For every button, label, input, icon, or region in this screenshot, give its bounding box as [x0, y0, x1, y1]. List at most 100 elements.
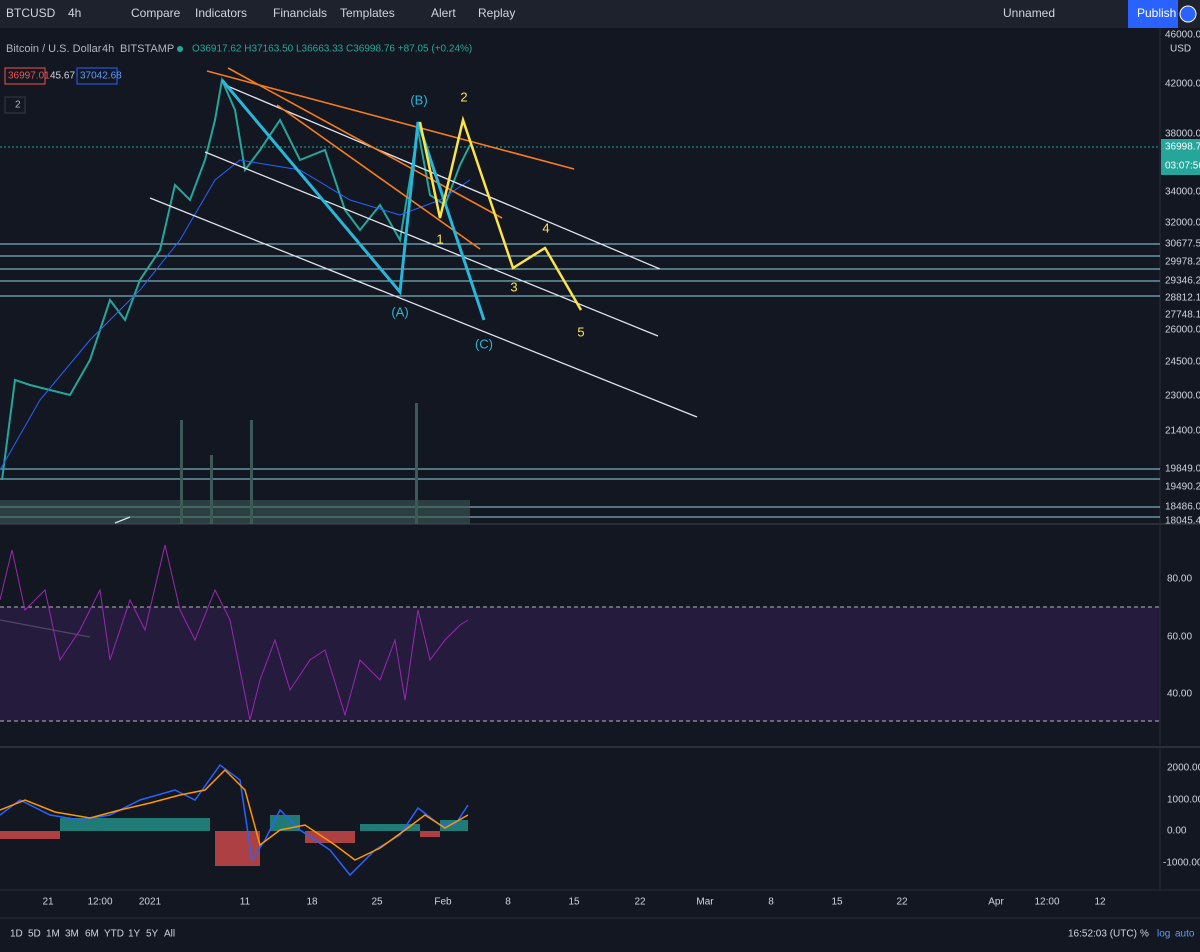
- price-label: 18045.40: [1165, 516, 1200, 527]
- clock: 16:52:03 (UTC): [1068, 929, 1137, 940]
- replay[interactable]: Replay: [478, 6, 515, 20]
- time-labels: 21 12:00 2021 11 18 25 Feb 8 15 22 Mar 8…: [42, 897, 1106, 908]
- moving-average: [0, 159, 471, 471]
- legend-exchange: BITSTAMP: [120, 43, 174, 55]
- price-label: 18486.03: [1165, 502, 1200, 513]
- currency: USD: [1170, 44, 1191, 55]
- scale-button[interactable]: log: [1157, 929, 1170, 940]
- financials[interactable]: Financials: [273, 6, 327, 20]
- price-label: 30677.52: [1165, 239, 1200, 250]
- time-label: 8: [768, 897, 774, 908]
- abc-wave: [220, 79, 486, 321]
- rsi-label: 60.00: [1167, 632, 1192, 643]
- macd-label: 2000.00: [1167, 763, 1200, 774]
- time-label: Mar: [696, 897, 714, 908]
- price-label: 19490.25: [1165, 482, 1200, 493]
- rsi-line: [0, 544, 469, 721]
- badge-text: 36997.01: [8, 71, 50, 82]
- price-labels: 46000.00 42000.00 38000.00 34000.00 3200…: [1165, 30, 1200, 527]
- play-icon[interactable]: [1179, 5, 1197, 23]
- price-label: 29978.29: [1165, 257, 1200, 268]
- last-price: 36998.76: [1165, 142, 1200, 153]
- orange-lines: [206, 67, 575, 250]
- toolbar: [0, 0, 1200, 28]
- range-buttons: 1D 5D 1M 3M 6M YTD 1Y 5Y All: [10, 929, 175, 940]
- alert[interactable]: Alert: [431, 6, 456, 20]
- time-label: 22: [634, 897, 646, 908]
- time-label: 8: [505, 897, 511, 908]
- publish-button[interactable]: [1128, 0, 1178, 28]
- impulse-wave: [418, 115, 583, 311]
- range-button[interactable]: 3M: [65, 929, 79, 940]
- badge: [4, 67, 46, 85]
- range-button[interactable]: All: [164, 929, 175, 940]
- layout-name[interactable]: Unnamed: [1003, 6, 1055, 20]
- range-button[interactable]: 1M: [46, 929, 60, 940]
- wave-label: 5: [577, 324, 584, 339]
- countdown: 03:07:56: [1165, 161, 1200, 172]
- price-label: 27748.15: [1165, 310, 1200, 321]
- macd-label: -1000.00: [1163, 858, 1200, 869]
- time-label: 2021: [139, 897, 162, 908]
- indicator-count[interactable]: 2: [15, 100, 21, 111]
- macd-label: 0.00: [1167, 826, 1187, 837]
- badge: [76, 67, 118, 85]
- time-label: Apr: [988, 897, 1004, 908]
- wave-label: (B): [410, 92, 427, 107]
- wave-label: 3: [510, 279, 517, 294]
- time-label: 22: [896, 897, 908, 908]
- range-button[interactable]: 6M: [85, 929, 99, 940]
- macd-line: [0, 763, 469, 877]
- indicator-toggle[interactable]: [4, 96, 26, 114]
- price-label: 28812.10: [1165, 293, 1200, 304]
- time-label: 12:00: [87, 897, 112, 908]
- last-price-box: [1161, 139, 1200, 175]
- time-label: 15: [568, 897, 580, 908]
- indicators[interactable]: Indicators: [195, 6, 247, 20]
- rsi-label: 80.00: [1167, 574, 1192, 585]
- wave-label: (C): [475, 336, 493, 351]
- price-label: 42000.00: [1165, 79, 1200, 90]
- volume: [0, 403, 470, 524]
- wave-label: 2: [460, 89, 467, 104]
- time-label: 11: [240, 897, 251, 908]
- time-label: 15: [831, 897, 843, 908]
- price-label: 32000.00: [1165, 218, 1200, 229]
- price-label: 21400.00: [1165, 426, 1200, 437]
- scale-button[interactable]: auto: [1175, 929, 1195, 940]
- time-label: Feb: [434, 897, 452, 908]
- range-button[interactable]: 1Y: [128, 929, 141, 940]
- price-label: 19849.02: [1165, 464, 1200, 475]
- price-label: 23000.00: [1165, 391, 1200, 402]
- price-label: 24500.00: [1165, 357, 1200, 368]
- publish-label[interactable]: Publish: [1137, 6, 1176, 20]
- legend-ohlc: O36917.62 H37163.50 L36663.33 C36998.76 …: [192, 44, 472, 55]
- range-button[interactable]: 5D: [28, 929, 41, 940]
- macd-histogram: [60, 815, 468, 831]
- price-label: 34000.00: [1165, 187, 1200, 198]
- templates[interactable]: Templates: [340, 6, 395, 20]
- time-label: 12: [1094, 897, 1106, 908]
- wave-label: 1: [436, 231, 443, 246]
- compare[interactable]: Compare: [131, 6, 181, 20]
- rsi-band: [0, 607, 1160, 721]
- rsi-label: 40.00: [1167, 689, 1192, 700]
- legend-interval: 4h: [102, 43, 114, 55]
- range-button[interactable]: YTD: [104, 929, 124, 940]
- price-label: 26000.00: [1165, 325, 1200, 336]
- scale-button[interactable]: %: [1140, 929, 1149, 940]
- macd-label: 1000.00: [1167, 795, 1200, 806]
- signal-line: [0, 768, 469, 861]
- legend-title: Bitcoin / U.S. Dollar: [6, 43, 102, 55]
- wave-labels: (B) 2 1 4 3 5 (A) (C): [391, 89, 584, 351]
- time-label: 21: [42, 897, 54, 908]
- badge-text: 45.67: [50, 71, 75, 82]
- range-button[interactable]: 1D: [10, 929, 23, 940]
- status-dot: [177, 46, 183, 52]
- price-path: [1, 76, 471, 481]
- symbol[interactable]: BTCUSD: [6, 6, 56, 20]
- interval[interactable]: 4h: [68, 6, 81, 20]
- range-button[interactable]: 5Y: [146, 929, 159, 940]
